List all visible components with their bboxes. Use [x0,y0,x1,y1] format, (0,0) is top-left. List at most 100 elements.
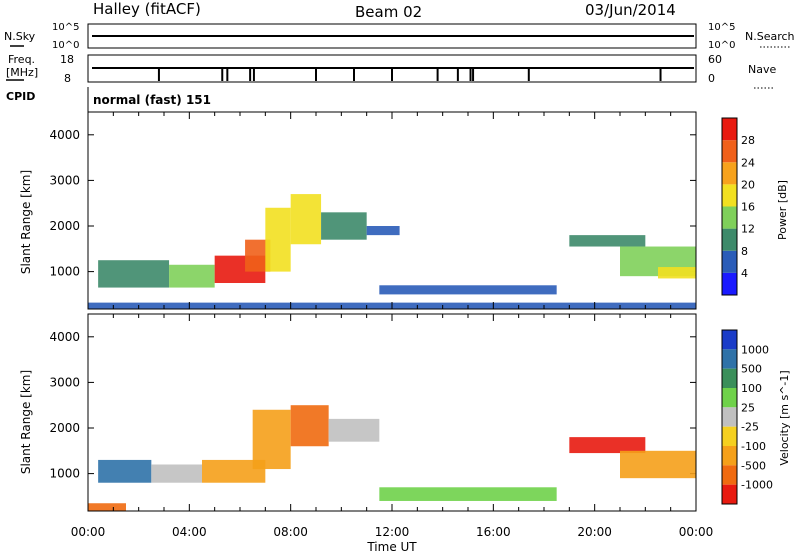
station-title: Halley (fitACF) [93,0,201,18]
power-colorbar-cell [722,184,737,207]
power-colorbar-cell [722,250,737,273]
power-colorbar-tick-label: 20 [741,178,755,191]
freq-strip: Freq. [MHz] 18 8 60 0 Nave [6,53,776,89]
velocity-colorbar-tick-label: -25 [741,421,759,434]
power-echo-region [321,212,367,240]
velocity-colorbar-cell [722,349,737,369]
nsearch-axis-bottom: 10^0 [708,40,735,51]
power-echo-region [366,226,400,236]
velocity-echo-region [328,418,380,442]
power-y-tick-label: 4000 [49,128,80,142]
velocity-colorbar-cell [722,407,737,427]
power-colorbar-tick-label: 8 [741,245,748,258]
power-y-ticks: 1000 2000 3000 4000 [49,128,696,279]
velocity-echo-region [290,405,329,447]
power-echo-region [569,235,646,247]
nsky-strip: N.Sky 10^5 10^0 10^5 10^0 N.Search [4,22,795,51]
power-echo-region [169,264,215,288]
velocity-colorbar-cell [722,426,737,446]
power-colorbar-cell [722,140,737,163]
velocity-colorbar-cell [722,446,737,466]
power-colorbar-cell [722,228,737,251]
velocity-colorbar-tick-label: -500 [741,459,766,472]
power-echo-region [265,207,291,272]
time-axis-tick-label: 20:00 [577,525,612,539]
velocity-colorbar-cell [722,368,737,388]
velocity-echo-region [379,487,557,501]
velocity-echo-region [620,450,696,479]
velocity-panel-frame [87,313,697,512]
power-colorbar-tick-label: 16 [741,201,755,214]
velocity-colorbar-tick-label: -1000 [741,479,773,492]
velocity-echo-region [151,464,202,483]
power-y-axis-title: Slant Range [km] [19,170,33,274]
power-colorbar-tick-label: 12 [741,223,755,236]
power-colorbar-frame [721,117,738,296]
freq-label-line2: [MHz] [6,66,38,79]
velocity-colorbar-title: Velocity [m s^-1] [778,370,791,465]
nave-axis-bottom: 0 [708,72,715,85]
velocity-colorbar-cell [722,484,737,504]
power-panel-frame [87,111,697,310]
power-colorbar-cell [722,162,737,185]
velocity-echo-region [98,459,152,483]
nave-label: Nave [748,63,776,76]
velocity-colorbar-tick-label: -100 [741,440,766,453]
velocity-colorbar-cells [722,330,737,504]
power-colorbar-tick-label: 4 [741,267,748,280]
velocity-colorbar: 1000 500 100 25 -25 -100 -500 -1000 Velocity [m… [721,329,791,505]
nave-axis-top: 60 [708,53,722,66]
velocity-colorbar-tick-label: 500 [741,363,762,376]
velocity-panel: Slant Range [km] 1000 2000 3000 4000 [19,313,697,512]
nsearch-label: N.Search [745,30,795,43]
date-title: 03/Jun/2014 [585,1,676,19]
velocity-y-tick-label: 2000 [49,421,80,435]
nsky-label: N.Sky [4,30,36,43]
power-echo-region [98,260,170,288]
power-colorbar: 4 8 12 16 20 24 28 Power [dB] [721,117,789,296]
velocity-y-tick-label: 1000 [49,467,80,481]
freq-label-line1: Freq. [8,53,35,66]
power-data-marks [88,194,696,309]
power-colorbar-ticks: 4 8 12 16 20 24 28 [741,134,755,280]
power-colorbar-cell [722,272,737,295]
time-axis-tick-label: 16:00 [476,525,511,539]
freq-strip-frame [87,54,697,83]
power-colorbar-cells [722,118,737,295]
nsearch-axis-top: 10^5 [708,22,735,33]
velocity-data-marks [88,405,696,511]
velocity-colorbar-ticks: 1000 500 100 25 -25 -100 -500 -1000 [741,343,773,491]
beam-title: Beam 02 [355,3,422,21]
time-axis-tick-label: 08:00 [273,525,308,539]
time-axis-tick-label: 00:00 [679,525,714,539]
nsky-axis-bottom: 10^0 [52,40,79,51]
velocity-echo-region [88,503,126,511]
velocity-y-tick-label: 3000 [49,375,80,389]
cpid-label: CPID [6,90,35,103]
time-axis-tick-label: 00:00 [71,525,106,539]
power-colorbar-title: Power [dB] [776,180,789,240]
power-panel: Slant Range [km] 1000 2000 3000 4000 [19,111,697,310]
velocity-echo-region [252,409,291,470]
velocity-y-ticks: 1000 2000 3000 4000 [49,330,696,481]
power-y-tick-label: 2000 [49,219,80,233]
nave-spikes [157,68,662,81]
velocity-colorbar-cell [722,465,737,485]
cpid-value: normal (fast) 151 [93,93,211,107]
power-colorbar-cell [722,206,737,229]
time-axis-tick-label: 04:00 [172,525,207,539]
x-axis-title: Time UT [366,540,417,554]
velocity-echo-region [202,459,266,483]
velocity-colorbar-tick-label: 1000 [741,343,769,356]
nsky-strip-frame [87,23,697,49]
velocity-colorbar-tick-label: 100 [741,382,762,395]
power-colorbar-tick-label: 28 [741,134,755,147]
freq-axis-top: 18 [60,53,74,66]
nsky-axis-top: 10^5 [52,22,79,33]
velocity-colorbar-cell [722,388,737,408]
time-axis-tick-label: 12:00 [375,525,410,539]
velocity-colorbar-tick-label: 25 [741,401,755,414]
velocity-x-ticks [87,314,697,511]
power-echo-region [379,285,557,295]
